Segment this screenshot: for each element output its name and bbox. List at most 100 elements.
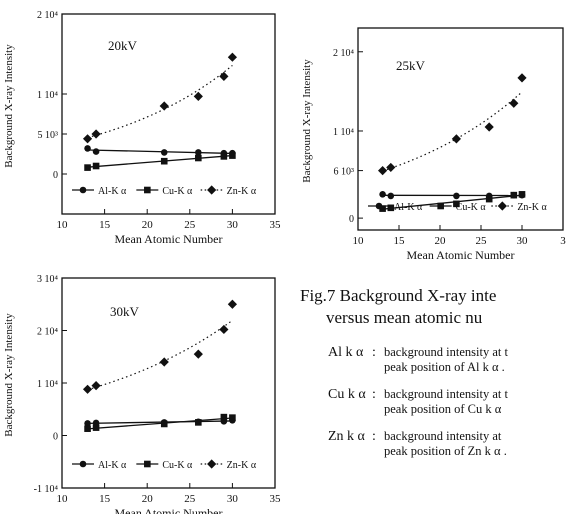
y-axis-label: Background X-ray Intensity: [3, 44, 15, 168]
data-point: [517, 73, 527, 83]
definition-line-1: background intensity at t: [384, 387, 508, 401]
y-axis-label: Background X-ray Intensity: [301, 59, 313, 183]
data-point: [229, 414, 236, 421]
x-tick-label: 15: [394, 235, 406, 247]
data-point: [84, 425, 91, 432]
data-point: [229, 152, 236, 159]
data-point: [453, 192, 460, 200]
trend-line: [87, 417, 233, 430]
series-circle: [379, 191, 526, 200]
figure-title: Fig.7 Background X-ray inte versus mean …: [300, 285, 579, 329]
data-point: [84, 420, 91, 427]
series-diamond: [82, 299, 237, 394]
x-tick-label: 10: [353, 235, 365, 247]
legend: Al-K α Cu-K α Zn-K α: [368, 201, 547, 213]
x-tick-label: 10: [57, 219, 69, 231]
legend-label: Zn-K α: [517, 202, 547, 213]
data-point: [509, 98, 519, 108]
x-tick-label: 3: [560, 235, 566, 247]
series-square: [379, 191, 526, 212]
definition-line-1: background intensity at: [384, 429, 502, 443]
data-point: [82, 384, 93, 394]
legend-label: Zn-K α: [227, 186, 257, 197]
x-tick-label: 35: [270, 219, 282, 231]
data-point: [387, 204, 395, 212]
trend-line: [87, 64, 233, 139]
series-square: [84, 152, 236, 171]
definition-cu: Cu k α : background intensity at t peak …: [300, 387, 579, 417]
y-tick-label: 6 10³: [334, 167, 355, 178]
definition-text: background intensity at t peak position …: [384, 387, 508, 417]
plot-frame: [61, 277, 276, 489]
x-tick-label: 10: [57, 493, 69, 505]
x-tick-label: 20: [435, 235, 447, 247]
definition-line-2: peak position of Al k α .: [384, 360, 505, 374]
data-point: [484, 122, 494, 132]
series-circle: [84, 416, 236, 427]
trend-line: [87, 319, 233, 391]
legend-marker: [144, 186, 151, 194]
legend-label: Zn-K α: [227, 460, 257, 471]
definition-text: background intensity at peak position of…: [384, 429, 507, 459]
definition-symbol: Al k α: [328, 345, 364, 360]
legend-marker: [207, 185, 217, 195]
figure-caption: Fig.7 Background X-ray inte versus mean …: [300, 285, 579, 514]
x-tick-label: 20: [142, 219, 154, 231]
definition-al: Al k α : background intensity at t peak …: [300, 345, 579, 375]
data-point: [227, 52, 237, 62]
y-tick-label: 2 10⁴: [37, 10, 59, 21]
data-point: [379, 191, 386, 198]
data-point: [453, 200, 460, 208]
data-point: [160, 420, 168, 428]
trend-line: [382, 91, 523, 172]
legend-marker: [375, 202, 383, 210]
data-point: [378, 165, 388, 176]
figure-title-line-1: Fig.7 Background X-ray inte: [300, 286, 497, 305]
chart-title: 25kV: [396, 58, 426, 73]
data-point: [91, 129, 101, 139]
definition-line-2: peak position of Cu k α: [384, 402, 502, 416]
data-point: [160, 149, 168, 156]
data-point: [193, 91, 203, 101]
y-tick-label: 2 10⁴: [333, 48, 355, 59]
definition-symbol: Cu k α: [328, 387, 366, 402]
definition-text: background intensity at t peak position …: [384, 345, 508, 375]
data-point: [193, 349, 203, 359]
y-tick-label: -1 10⁴: [34, 484, 59, 495]
y-tick-label: 2 10⁴: [37, 327, 59, 338]
series-circle: [84, 145, 236, 157]
legend-marker: [437, 202, 444, 210]
definition-colon: :: [372, 387, 376, 402]
data-point: [227, 299, 237, 309]
definition-line-1: background intensity at t: [384, 345, 508, 359]
data-point: [160, 157, 168, 165]
y-tick-label: 1 10⁴: [37, 90, 59, 101]
x-tick-label: 20: [142, 493, 154, 505]
definition-colon: :: [372, 429, 376, 444]
definition-zn: Zn k α : background intensity at peak po…: [300, 429, 579, 459]
y-tick-label: 1 10⁴: [333, 127, 355, 138]
x-axis-label: Mean Atomic Number: [115, 506, 223, 514]
data-point: [219, 324, 229, 335]
definition-colon: :: [372, 345, 376, 360]
series-diamond: [82, 52, 237, 144]
legend-label: Al-K α: [98, 460, 127, 471]
x-tick-label: 25: [476, 235, 488, 247]
y-tick-label: 0: [53, 432, 58, 443]
data-point: [518, 191, 526, 198]
legend-marker: [144, 460, 151, 468]
data-point: [195, 149, 202, 156]
data-point: [92, 162, 100, 170]
data-point: [485, 195, 493, 203]
data-point: [159, 101, 169, 111]
legend-label: Al-K α: [394, 202, 423, 213]
figure-title-line-2: versus mean atomic nu: [326, 308, 483, 327]
trend-line: [382, 194, 523, 210]
data-point: [386, 162, 396, 173]
data-point: [451, 134, 461, 144]
data-point: [387, 192, 395, 200]
x-tick-label: 15: [99, 219, 111, 231]
chart-title: 30kV: [110, 304, 140, 319]
y-axis-label: Background X-ray Intensity: [3, 313, 15, 437]
